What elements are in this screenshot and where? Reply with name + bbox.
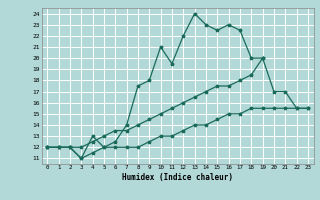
X-axis label: Humidex (Indice chaleur): Humidex (Indice chaleur): [122, 173, 233, 182]
